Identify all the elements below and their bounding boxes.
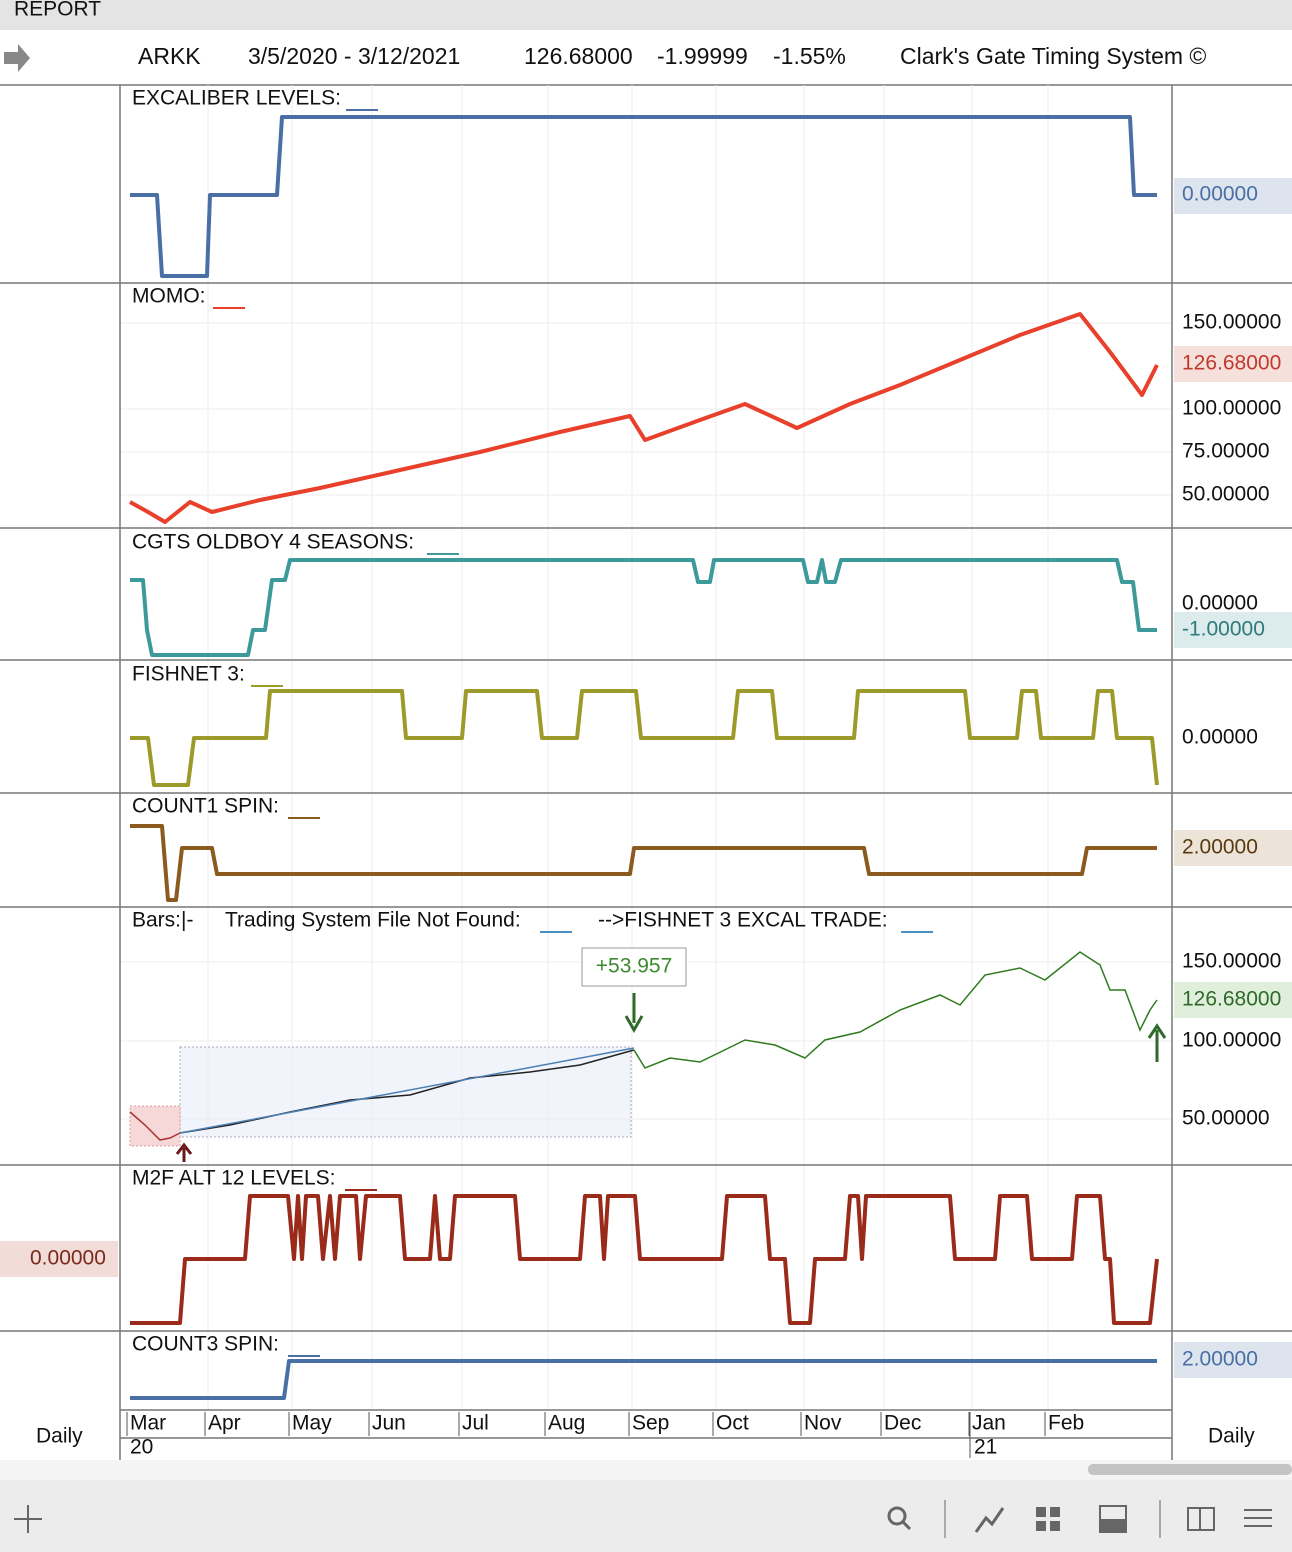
panel-borders [0,85,1292,1460]
period-label[interactable]: Daily [1208,1425,1255,1448]
axis-label: 150.00000 [1182,950,1281,973]
panel-title: -->FISHNET 3 EXCAL TRADE: [598,909,888,932]
add-button[interactable] [14,1505,42,1533]
axis-label: 50.00000 [1182,483,1270,506]
axis-label: 50.00000 [1182,1107,1270,1130]
panel-title: FISHNET 3: [132,663,245,686]
axis-label: 150.00000 [1182,311,1281,334]
count3-line [130,1359,1157,1400]
price-line [633,951,1158,1069]
fishnet-line [130,689,1159,787]
scrollbar-track [0,1460,1292,1480]
value-badge [0,1241,118,1277]
month-label: Jul [462,1412,489,1435]
menu-button[interactable] [1244,1509,1272,1527]
axis-label: 2.00000 [1182,836,1258,859]
m2f-line [130,1194,1159,1325]
panel-title: COUNT1 SPIN: [132,795,279,818]
trend-line [179,1047,635,1134]
value-badge [1174,1342,1292,1378]
axis-label: 75.00000 [1182,440,1270,463]
month-label: Jun [372,1412,406,1435]
panel-title: Trading System File Not Found: [225,909,521,932]
axis-label: 100.00000 [1182,397,1281,420]
year-label: 20 [130,1436,153,1459]
grid [120,85,1172,1410]
axis-label: 0.00000 [1182,592,1258,615]
month-label: Feb [1048,1412,1084,1435]
axis-label: 100.00000 [1182,1029,1281,1052]
panel-title: CGTS OLDBOY 4 SEASONS: [132,531,414,554]
month-label: Oct [716,1412,749,1435]
toolbar [0,1480,1292,1552]
buy-arrow [175,1142,193,1162]
month-label: Dec [884,1412,921,1435]
month-label: Aug [548,1412,585,1435]
axis-label: 0.00000 [1182,726,1258,749]
panel-title: M2F ALT 12 LEVELS: [132,1167,336,1190]
value-badge [1174,830,1292,866]
month-label: Apr [208,1412,241,1435]
date-range: 3/5/2020 - 3/12/2021 [248,43,460,69]
cgts-line [130,558,1157,657]
axis-label: 126.68000 [1182,988,1281,1011]
price-line [129,1111,181,1141]
excaliber-line [130,115,1157,278]
chart-button[interactable] [974,1507,1005,1533]
window-title: REPORT [14,0,101,21]
system-name: Clark's Gate Timing System © [900,43,1206,69]
value-badge [1174,982,1292,1018]
value-badge [1174,346,1292,382]
change: -1.99999 [657,43,748,69]
count1-line [130,824,1157,902]
price: 126.68000 [524,43,633,69]
value-badge [1174,612,1292,648]
month-label: May [292,1412,332,1435]
axis-label: -1.00000 [1182,618,1265,641]
month-label: Jan [972,1412,1006,1435]
year-label: 21 [974,1436,997,1459]
period-label[interactable]: Daily [36,1425,83,1448]
trade-box [129,1105,181,1147]
month-label: Mar [130,1412,166,1435]
axis-label: 0.00000 [30,1247,106,1270]
price-line [179,1049,635,1134]
panel-title: COUNT3 SPIN: [132,1333,279,1356]
book-button[interactable] [1187,1507,1215,1531]
trade-annotation: +53.957 [596,955,673,978]
month-label: Nov [804,1412,842,1435]
panel-title: EXCALIBER LEVELS: [132,87,341,110]
axis-label: 2.00000 [1182,1348,1258,1371]
arrow-icon[interactable] [4,44,30,72]
symbol: ARKK [138,43,201,69]
axis-label: 126.68000 [1182,352,1281,375]
sell-arrow [624,993,644,1034]
top-bar [0,0,1292,30]
panel-title: Bars:|- [132,909,193,932]
axis-label: 0.00000 [1182,183,1258,206]
grid-button[interactable] [1036,1507,1060,1531]
buy-arrow [1147,1023,1167,1062]
panel-title: MOMO: [132,285,206,308]
value-badge [1174,178,1292,214]
search-button[interactable] [887,1506,907,1526]
month-label: Sep [632,1412,669,1435]
scrollbar-thumb[interactable] [1088,1464,1292,1475]
time-axis: Mar Apr May Jun Jul Aug Sep Oct Nov Dec Jan Feb [126,1412,1084,1436]
annotation-box [581,947,687,987]
change-pct: -1.55% [773,43,846,69]
momo-line [129,312,1159,524]
